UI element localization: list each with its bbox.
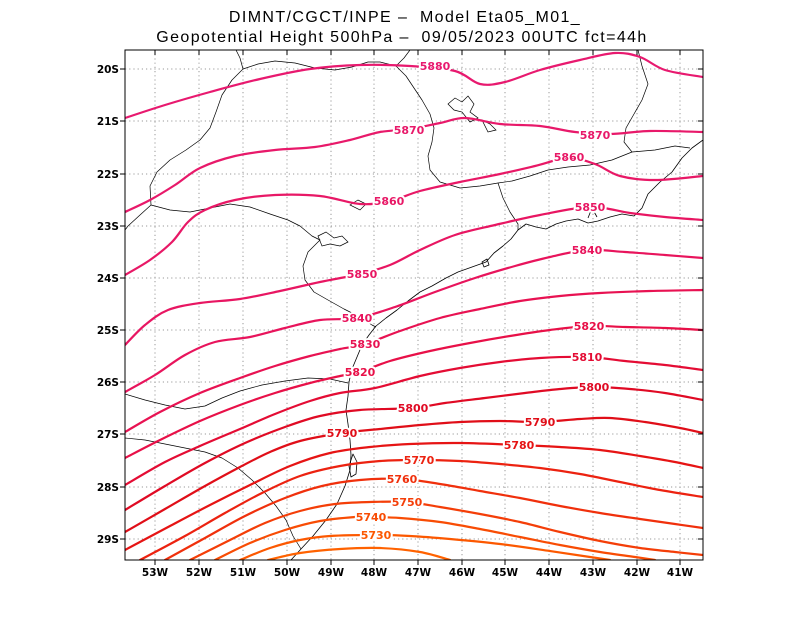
contour-5740 bbox=[213, 515, 657, 560]
coastline bbox=[290, 139, 703, 560]
lat-label: 26S bbox=[97, 377, 119, 389]
contour-label: 5730 bbox=[361, 529, 392, 542]
lon-label: 50W bbox=[274, 567, 301, 579]
lon-label: 41W bbox=[667, 567, 694, 579]
lat-label: 22S bbox=[97, 169, 119, 181]
plot-area: 5880 5870 5870 5860 5860 5850 5840 5850 … bbox=[125, 50, 703, 560]
reservoir-furnas bbox=[447, 95, 479, 123]
island-sao-sebastiao bbox=[481, 258, 490, 268]
contour-label: 5860 bbox=[374, 195, 405, 208]
lat-label: 28S bbox=[97, 482, 119, 494]
reservoir-paranapanema bbox=[317, 231, 349, 247]
border-mg-es bbox=[623, 50, 691, 153]
contour-label: 5760 bbox=[387, 473, 418, 486]
lon-label: 42W bbox=[624, 567, 651, 579]
lon-label: 49W bbox=[318, 567, 345, 579]
lon-label: 52W bbox=[186, 567, 213, 579]
contour-label: 5840 bbox=[342, 312, 373, 325]
contour-5800 bbox=[125, 385, 703, 512]
border-pr-sc bbox=[125, 377, 349, 410]
contour-5790 bbox=[125, 416, 703, 534]
lon-label: 53W bbox=[142, 567, 169, 579]
lat-label: 23S bbox=[97, 221, 119, 233]
contour-5830 bbox=[125, 288, 703, 434]
lat-label: 29S bbox=[97, 534, 119, 546]
lon-label: 48W bbox=[361, 567, 388, 579]
contour-5860 bbox=[125, 156, 703, 277]
contour-label: 5840 bbox=[572, 244, 603, 257]
lat-label: 20S bbox=[97, 64, 119, 76]
contour-5840 bbox=[125, 248, 703, 394]
title-line-2: Geopotential Height 500hPa – 09/05/2023 … bbox=[156, 29, 647, 46]
contour-5820 bbox=[125, 324, 703, 460]
lat-label: 27S bbox=[97, 429, 119, 441]
lon-label: 45W bbox=[492, 567, 519, 579]
lon-label: 43W bbox=[580, 567, 607, 579]
title-line-1: DIMNT/CGCT/INPE – Model Eta05_M01_ bbox=[229, 9, 581, 26]
contour-label: 5860 bbox=[554, 151, 585, 164]
contour-5770 bbox=[138, 458, 703, 560]
contour-5870 bbox=[125, 116, 703, 214]
contour-label: 5810 bbox=[572, 351, 603, 364]
tick-marks bbox=[120, 50, 703, 565]
border-paranaiba-river bbox=[235, 50, 244, 70]
contour-label: 5790 bbox=[327, 427, 358, 440]
border-sp-pr bbox=[150, 203, 377, 328]
contour-label: 5770 bbox=[404, 454, 435, 467]
contour-5760 bbox=[163, 477, 703, 560]
lon-label: 51W bbox=[230, 567, 257, 579]
lat-label: 24S bbox=[97, 273, 119, 285]
contour-label: 5820 bbox=[345, 366, 376, 379]
lon-label: 47W bbox=[405, 567, 432, 579]
lon-label: 46W bbox=[449, 567, 476, 579]
contour-label: 5790 bbox=[525, 416, 556, 429]
contour-label: 5780 bbox=[504, 439, 535, 452]
contour-label: 5870 bbox=[580, 129, 611, 142]
contour-5850 bbox=[125, 205, 703, 347]
contour-5730 bbox=[238, 533, 612, 560]
parallel-gridlines bbox=[125, 68, 703, 540]
contour-label: 5850 bbox=[347, 268, 378, 281]
border-parana-river bbox=[125, 68, 244, 231]
contour-label: 5850 bbox=[575, 201, 606, 214]
contour-5720 bbox=[266, 546, 452, 560]
contour-5810 bbox=[125, 355, 703, 487]
lat-label: 21S bbox=[97, 116, 119, 128]
lat-label: 25S bbox=[97, 325, 119, 337]
contour-label: 5740 bbox=[356, 511, 387, 524]
contour-label: 5830 bbox=[350, 338, 381, 351]
lon-label: 44W bbox=[536, 567, 563, 579]
contour-5780 bbox=[125, 441, 703, 552]
contour-label: 5750 bbox=[392, 496, 423, 509]
contour-label: 5870 bbox=[394, 124, 425, 137]
contour-label: 5820 bbox=[574, 320, 605, 333]
contour-label: 5800 bbox=[579, 381, 610, 394]
contour-5880 bbox=[125, 51, 703, 120]
border-sp-mg bbox=[395, 65, 499, 189]
contour-label: 5800 bbox=[398, 402, 429, 415]
contour-5750 bbox=[188, 500, 703, 560]
contour-label: 5880 bbox=[420, 60, 451, 73]
plot-frame bbox=[124, 49, 704, 561]
